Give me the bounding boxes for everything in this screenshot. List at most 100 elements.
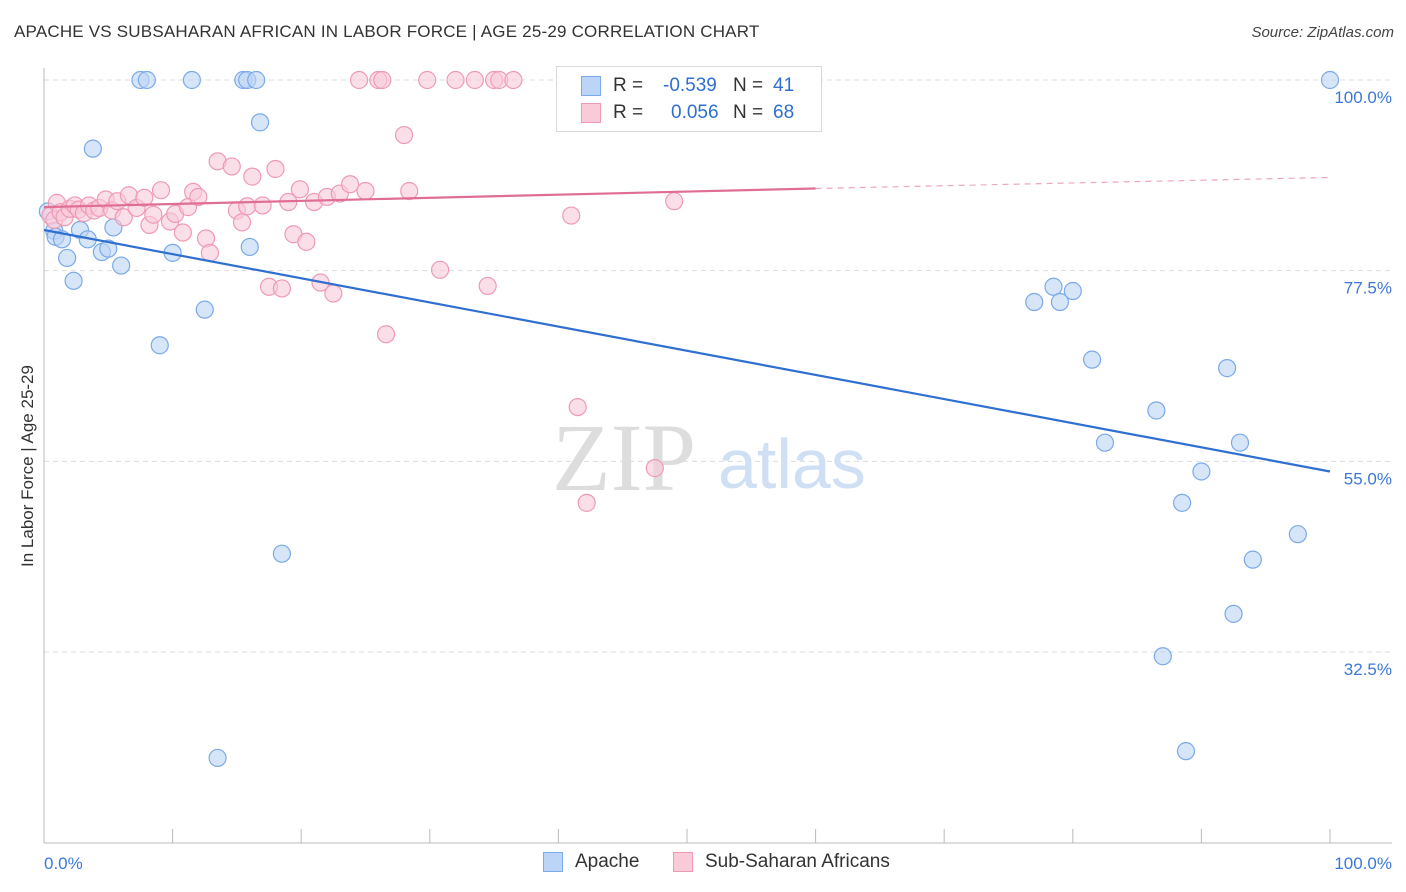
legend-row-subsaharan: R = 0.056 N = 68: [581, 100, 794, 126]
data-point: [266, 159, 285, 179]
data-point: [418, 70, 437, 90]
data-point: [240, 237, 259, 257]
data-point: [250, 113, 270, 132]
data-point: [665, 192, 684, 211]
data-point: [238, 197, 257, 216]
data-point: [99, 239, 118, 258]
x-tick-label-min: 0.0%: [44, 854, 83, 873]
data-point: [562, 206, 581, 225]
chart-title: APACHE VS SUBSAHARAN AFRICAN IN LABOR FO…: [14, 22, 760, 41]
data-point: [272, 544, 292, 563]
legend-r-label: R =: [613, 75, 644, 96]
data-point: [356, 181, 375, 201]
data-point: [1173, 493, 1192, 512]
data-point: [1230, 433, 1250, 452]
bottom-legend-swatch-subsaharan: [673, 852, 693, 872]
data-point: [144, 205, 163, 224]
data-point: [200, 243, 219, 262]
y-tick-label: 55.0%: [1344, 469, 1392, 488]
correlation-legend: R = -0.539 N = 41 R = 0.056 N = 68: [556, 66, 822, 132]
data-point: [137, 70, 156, 90]
data-point: [64, 271, 83, 290]
data-point: [340, 175, 360, 194]
bottom-legend-swatch-apache: [543, 852, 563, 872]
data-point: [1147, 401, 1166, 420]
data-point: [150, 336, 169, 355]
series-apache: [38, 70, 1340, 768]
data-point: [1050, 292, 1070, 312]
data-point: [222, 157, 241, 176]
data-point: [1153, 647, 1172, 666]
data-point: [478, 276, 497, 296]
data-point: [208, 748, 227, 768]
legend-r-label: R =: [613, 102, 644, 123]
y-tick-label: 77.5%: [1344, 279, 1392, 298]
data-point: [1224, 604, 1243, 623]
legend-n-value: 68: [773, 102, 795, 123]
data-point: [189, 187, 208, 207]
legend-row-apache: R = -0.539 N = 41: [581, 73, 794, 99]
data-point: [253, 196, 272, 215]
data-point: [83, 139, 102, 158]
data-point: [114, 208, 133, 227]
tick-labels: 32.5% 55.0% 77.5% 100.0% 0.0% 100.0%: [44, 88, 1392, 873]
data-point: [297, 232, 316, 251]
data-point: [504, 70, 523, 90]
legend-swatch-subsaharan: [581, 103, 601, 123]
watermark-zip: ZIP: [552, 404, 696, 511]
watermark: ZIP atlas: [552, 404, 866, 511]
data-point: [1095, 433, 1115, 452]
data-point: [1044, 277, 1063, 296]
data-point: [376, 325, 396, 344]
bottom-legend-subsaharan: Sub-Saharan Africans: [673, 851, 890, 873]
trend-line: [43, 228, 1331, 473]
watermark-atlas: atlas: [718, 425, 866, 503]
data-point: [373, 70, 392, 90]
y-axis-label: In Labor Force | Age 25-29: [18, 365, 37, 567]
data-point: [349, 70, 369, 90]
y-tick-label: 100.0%: [1334, 88, 1392, 107]
source-label: Source: ZipAtlas.com: [1251, 24, 1394, 41]
data-point: [1063, 281, 1082, 301]
bottom-legend-apache: Apache: [543, 851, 639, 873]
data-point: [1218, 359, 1237, 378]
data-point: [430, 260, 450, 279]
y-tick-label: 32.5%: [1344, 660, 1392, 679]
axes: [43, 68, 1392, 844]
data-point: [577, 493, 596, 512]
data-point: [173, 223, 192, 242]
trend-line: [43, 187, 816, 209]
legend-r-value: -0.539: [663, 75, 717, 96]
data-point: [1320, 70, 1340, 90]
data-point: [112, 256, 131, 275]
grid: [44, 79, 1392, 653]
data-point: [446, 70, 465, 90]
data-point: [290, 180, 310, 199]
data-point: [1192, 462, 1211, 481]
data-point: [135, 188, 154, 207]
legend-n-label: N =: [733, 75, 764, 96]
data-point: [1082, 350, 1102, 369]
data-point: [400, 181, 419, 201]
data-point: [243, 167, 262, 186]
data-point: [272, 279, 292, 298]
legend-n-label: N =: [733, 102, 764, 123]
bottom-legend-label-apache: Apache: [575, 851, 640, 872]
data-point: [645, 459, 664, 478]
legend-r-value: 0.056: [671, 102, 719, 123]
data-point: [1176, 742, 1196, 761]
data-point: [1243, 550, 1262, 569]
legend-n-value: 41: [773, 75, 795, 96]
bottom-legend-label-subsaharan: Sub-Saharan Africans: [705, 851, 890, 872]
data-point: [58, 248, 77, 268]
data-point: [568, 397, 587, 417]
x-tick-label-max: 100.0%: [1334, 854, 1392, 873]
data-point: [232, 213, 252, 232]
series-layer: [38, 70, 1340, 768]
trend-line-extension: [815, 176, 1331, 190]
data-point: [1025, 292, 1044, 312]
legend-swatch-apache: [581, 76, 601, 96]
data-point: [324, 284, 343, 303]
data-point: [182, 70, 201, 90]
